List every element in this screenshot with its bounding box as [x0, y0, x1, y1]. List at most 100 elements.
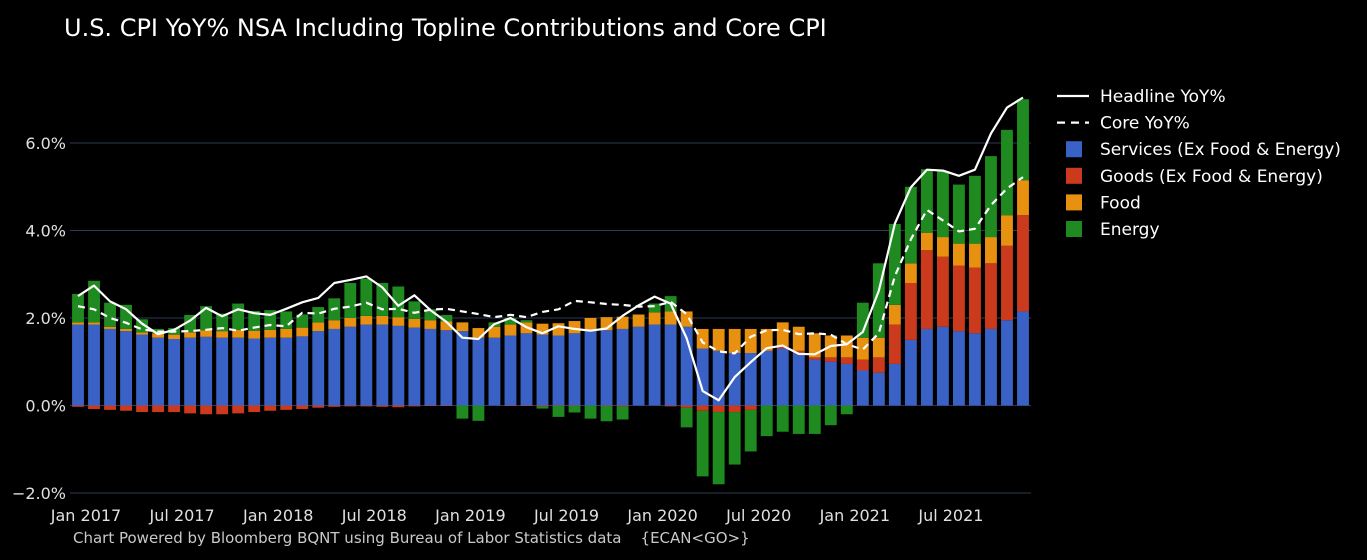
- bar-energy: [456, 405, 469, 419]
- bar-goods: [264, 405, 277, 411]
- bar-services: [1001, 320, 1013, 406]
- bar-goods: [440, 405, 453, 406]
- bar-food: [248, 330, 261, 339]
- bar-goods: [184, 405, 197, 414]
- bar-goods: [312, 405, 325, 408]
- bar-goods: [888, 324, 901, 364]
- x-tick-label: Jan 2017: [50, 506, 121, 525]
- footer-note: Chart Powered by Bloomberg BQNT using Bu…: [73, 529, 750, 547]
- bar-services: [248, 338, 261, 406]
- bar-services: [920, 328, 933, 406]
- bar-food: [840, 335, 853, 358]
- y-tick-label: 6.0%: [25, 134, 66, 153]
- bar-food: [952, 243, 965, 266]
- y-axis-ticks: −2.0% 0.0% 2.0% 4.0% 6.0%: [12, 134, 66, 503]
- y-tick-label: 0.0%: [25, 397, 66, 416]
- bar-goods: [168, 405, 181, 413]
- bar-goods: [376, 405, 389, 407]
- bar-energy: [840, 405, 853, 415]
- bar-energy: [872, 263, 885, 338]
- legend-label: Core YoY%: [1100, 114, 1190, 134]
- bar-services: [376, 324, 389, 406]
- bar-goods: [552, 405, 565, 406]
- bar-food: [104, 326, 116, 329]
- bar-goods: [520, 405, 533, 406]
- bar-goods: [872, 357, 885, 373]
- bar-energy: [728, 412, 741, 465]
- bar-energy: [296, 314, 309, 328]
- bar-goods: [120, 405, 132, 411]
- x-tick-label: Jul 2019: [533, 506, 599, 525]
- bar-services: [952, 331, 965, 406]
- bar-goods: [936, 256, 949, 327]
- legend-label: Goods (Ex Food & Energy): [1100, 167, 1323, 187]
- legend[interactable]: Headline YoY% Core YoY% Services (Ex Food …: [1057, 87, 1341, 240]
- bar-food: [216, 331, 229, 338]
- bar-services: [232, 337, 245, 406]
- bar-services: [648, 324, 661, 406]
- bar-food: [152, 333, 165, 338]
- legend-swatch: [1066, 167, 1082, 184]
- bar-food: [712, 328, 725, 351]
- bar-goods: [616, 405, 629, 407]
- bar-services: [680, 326, 693, 406]
- bar-energy: [520, 320, 533, 323]
- bar-food: [888, 304, 901, 325]
- bar-goods: [328, 405, 341, 407]
- bar-services: [600, 330, 613, 406]
- bar-energy: [104, 302, 116, 327]
- bar-goods: [152, 405, 165, 413]
- bar-energy: [920, 169, 933, 233]
- bar-energy: [136, 319, 149, 333]
- bar-energy: [264, 310, 277, 330]
- bar-food: [392, 317, 405, 326]
- bar-services: [472, 337, 485, 406]
- bar-food: [985, 237, 997, 264]
- bar-energy: [760, 405, 773, 437]
- bar-goods: [904, 283, 917, 340]
- bar-energy: [696, 410, 709, 477]
- core-yoy-line: [77, 176, 1024, 355]
- bar-services: [184, 337, 197, 406]
- bar-energy: [584, 405, 597, 419]
- bar-energy: [744, 409, 757, 452]
- bar-goods: [216, 405, 229, 415]
- bar-food: [536, 323, 549, 335]
- bar-energy: [792, 405, 805, 434]
- bar-food: [632, 314, 645, 327]
- bar-energy: [952, 184, 965, 244]
- bar-food: [792, 326, 805, 351]
- x-axis-ticks: Jan 2017 Jul 2017 Jan 2018 Jul 2018 Jan 2019…: [50, 506, 984, 525]
- bar-food: [328, 320, 341, 329]
- bar-goods: [744, 405, 757, 410]
- bar-services: [840, 363, 853, 406]
- bar-services: [792, 353, 805, 406]
- bars: [72, 99, 1029, 485]
- bar-energy: [376, 283, 389, 316]
- legend-label: Energy: [1100, 220, 1160, 240]
- bar-goods: [664, 405, 677, 407]
- bar-food: [280, 328, 293, 338]
- bar-services: [88, 324, 100, 406]
- bar-goods: [824, 357, 837, 362]
- bar-food: [696, 328, 709, 349]
- bar-food: [664, 311, 677, 325]
- headline-yoy-line: [77, 96, 1024, 402]
- bar-food: [232, 329, 245, 338]
- bar-energy: [904, 186, 917, 264]
- bar-goods: [776, 346, 789, 349]
- bar-food: [296, 327, 309, 337]
- bar-services: [344, 326, 357, 406]
- bar-goods: [408, 405, 421, 407]
- bar-goods: [232, 405, 245, 414]
- bar-services: [504, 335, 517, 406]
- bar-food: [872, 337, 885, 358]
- bar-food: [904, 263, 917, 283]
- bar-food: [184, 332, 197, 338]
- bar-food: [552, 323, 565, 336]
- bar-energy: [424, 309, 437, 321]
- bar-energy: [536, 406, 549, 409]
- x-tick-label: Jul 2020: [725, 506, 791, 525]
- bar-food: [760, 328, 773, 351]
